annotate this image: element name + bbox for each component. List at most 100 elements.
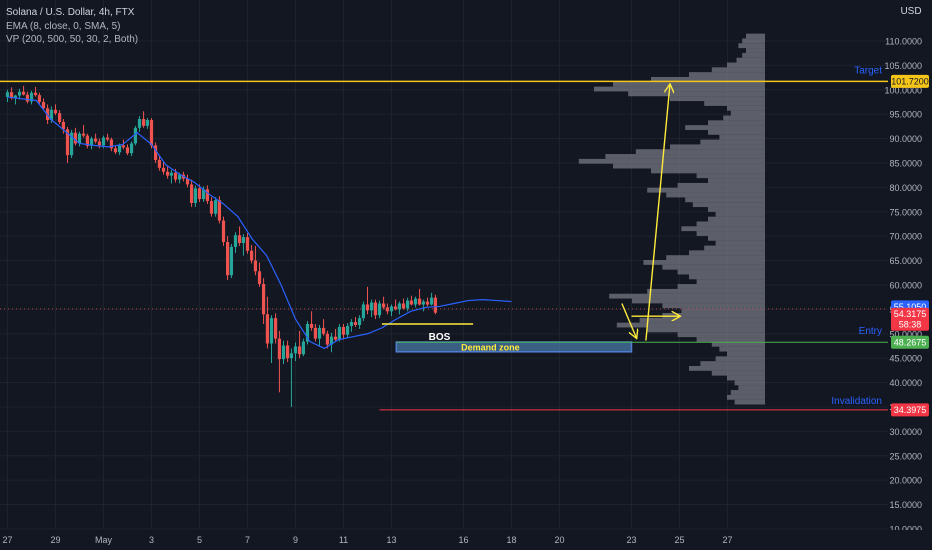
legend-volume-profile[interactable]: VP (200, 500, 50, 30, 2, Both) — [6, 34, 139, 45]
time-tick-label: 25 — [674, 535, 684, 545]
volume-profile-bar — [746, 48, 765, 53]
last-price-tag: 55.1050 — [894, 302, 927, 312]
entry-price-tag-bg — [891, 335, 929, 349]
candle-body — [353, 322, 358, 325]
volume-profile-bar — [715, 240, 765, 246]
candle-body — [433, 297, 438, 313]
time-tick-label: 9 — [293, 535, 298, 545]
price-tick-label: 15.0000 — [889, 500, 922, 510]
legend-ema[interactable]: EMA (8, close, 0, SMA, 5) — [6, 20, 121, 32]
candle-body — [89, 138, 94, 146]
volume-profile-bar — [677, 269, 765, 275]
candle-body — [289, 353, 294, 359]
volume-profile-bar — [727, 62, 765, 68]
candle-body — [5, 92, 10, 98]
volume-profile-bar — [647, 327, 765, 333]
candle-body — [413, 298, 418, 305]
candle-body — [381, 303, 386, 308]
candle-body — [393, 306, 398, 310]
volume-profile-bar — [708, 178, 765, 183]
candle-body — [277, 338, 282, 360]
invalidation-price-tag: 34.3975 — [894, 405, 927, 415]
volume-profile-bar — [662, 313, 765, 318]
target-price-tag: 101.7200 — [891, 77, 929, 87]
projection-arrow-up — [645, 85, 670, 341]
volume-profile-bar — [696, 279, 765, 285]
candle-body — [109, 139, 114, 149]
volume-profile-bar — [594, 86, 765, 92]
price-axis-background — [888, 0, 932, 550]
candle-body — [125, 147, 130, 154]
entry-label: Entry — [859, 326, 882, 337]
price-tick-label: 95.0000 — [889, 110, 922, 120]
candle-body — [13, 95, 18, 99]
candle-body — [261, 283, 266, 315]
price-tick-label: 20.0000 — [889, 476, 922, 486]
ema-layer — [7, 96, 512, 350]
current-price-tag: 54.3175 — [894, 309, 927, 319]
time-tick-label: 5 — [197, 535, 202, 545]
volume-profile — [578, 33, 765, 405]
invalidation-label: Invalidation — [831, 396, 882, 407]
candle-body — [217, 200, 222, 221]
candle-body — [317, 327, 322, 339]
candle-body — [21, 91, 26, 95]
volume-profile-bar — [742, 52, 765, 58]
currency-label[interactable]: USD — [900, 6, 922, 17]
volume-profile-bar — [734, 399, 765, 405]
time-axis[interactable]: 27 29 May 3 5 7 9 11 13 16 18 20 23 25 27 — [0, 530, 932, 550]
candle-body — [237, 235, 242, 243]
candle-body — [105, 137, 110, 140]
candle-body — [93, 138, 98, 142]
candle-body — [201, 189, 206, 200]
price-tick-label: 40.0000 — [889, 378, 922, 388]
candle-body — [397, 303, 402, 310]
invalidation-price-tag-bg — [891, 403, 929, 417]
candle-body — [421, 301, 426, 305]
candle-body — [329, 336, 334, 345]
current-price-tag-bg — [891, 307, 929, 331]
volume-profile-bar — [696, 173, 765, 179]
volume-profile-bar — [578, 158, 765, 164]
volume-profile-bar — [719, 346, 765, 352]
volume-profile-bar — [708, 120, 765, 126]
chart-legend[interactable]: Solana / U.S. Dollar, 4h, FTX EMA (8, cl… — [6, 6, 138, 47]
candle-body — [245, 237, 250, 251]
time-tick-label: 27 — [722, 535, 732, 545]
price-tick-label: 45.0000 — [889, 354, 922, 364]
candle-body — [205, 189, 210, 202]
candle-body — [313, 327, 318, 339]
candle-body — [145, 120, 150, 126]
ema-line — [7, 96, 512, 350]
projection-arrow-down — [621, 303, 636, 338]
legend-symbol[interactable]: Solana / U.S. Dollar, 4h, FTX — [6, 7, 135, 18]
time-tick-label: 29 — [50, 535, 60, 545]
candle-body — [193, 188, 198, 203]
candle-body — [405, 300, 410, 309]
candle-body — [129, 143, 134, 154]
volume-profile-bar — [692, 202, 765, 208]
price-tick-label: 60.0000 — [889, 280, 922, 290]
candle-body — [41, 101, 46, 109]
candle-body — [9, 92, 14, 99]
candle-body — [213, 200, 218, 214]
entry-price-tag: 48.2675 — [894, 338, 927, 348]
price-tick-label: 105.0000 — [884, 61, 922, 71]
candle-body — [37, 95, 42, 102]
volume-profile-bar — [730, 390, 765, 395]
candle-body — [153, 145, 158, 161]
volume-profile-bar — [711, 67, 765, 73]
volume-profile-bar — [742, 38, 765, 44]
price-tick-label: 65.0000 — [889, 256, 922, 266]
price-levels: Target Entry Invalidation — [0, 65, 888, 411]
candle-body — [305, 324, 310, 342]
candle-body — [297, 346, 302, 355]
price-tick-label: 100.0000 — [884, 85, 922, 95]
candle-body — [373, 302, 378, 316]
price-tick-label: 70.0000 — [889, 232, 922, 242]
candles — [5, 85, 438, 407]
candle-body — [69, 132, 74, 156]
volume-profile-bar — [677, 332, 765, 338]
volume-profile-bar — [666, 192, 765, 198]
